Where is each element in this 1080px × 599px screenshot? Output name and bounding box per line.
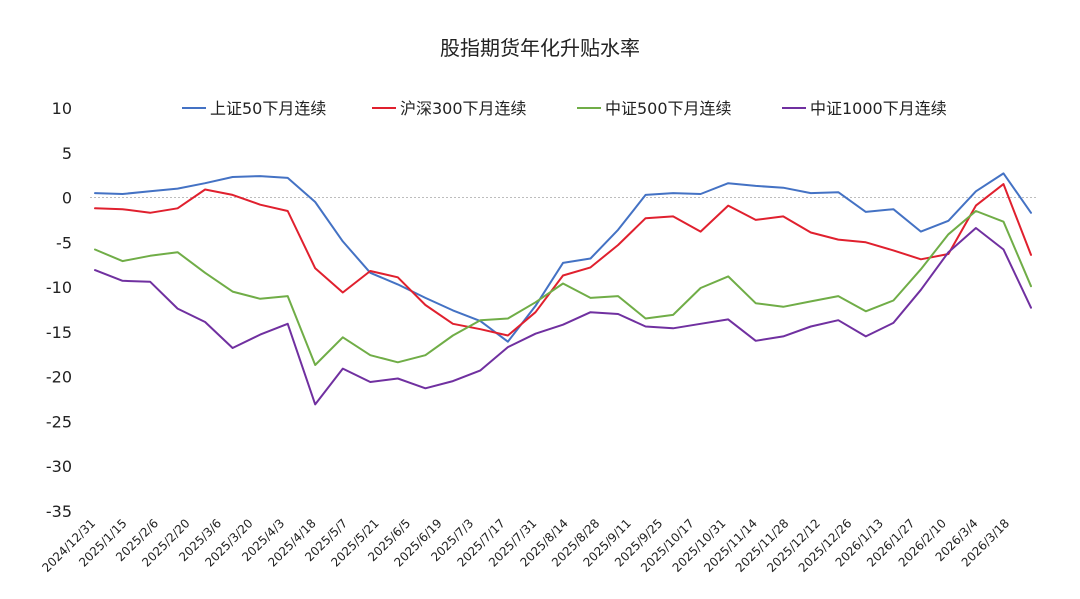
legend-label: 中证1000下月连续 xyxy=(810,99,947,118)
plot-area xyxy=(94,172,1032,406)
chart-title: 股指期货年化升贴水率 xyxy=(440,36,640,60)
y-axis: 10 5 0 -5 -10 -15 -20 -25 -30 -35 xyxy=(46,99,72,521)
y-tick-label: -15 xyxy=(46,323,72,342)
y-tick-label: -35 xyxy=(46,502,72,521)
y-tick-label: -10 xyxy=(46,278,72,297)
y-tick-label: 5 xyxy=(62,144,72,163)
y-tick-label: -30 xyxy=(46,457,72,476)
y-tick-label: 0 xyxy=(62,189,72,208)
series-line-4 xyxy=(94,227,1032,406)
y-tick-label: -20 xyxy=(46,368,72,387)
legend-label: 上证50下月连续 xyxy=(210,99,326,118)
series-line-2 xyxy=(94,183,1032,337)
y-tick-label: 10 xyxy=(52,99,72,118)
y-tick-label: -5 xyxy=(56,233,72,252)
legend-label: 沪深300下月连续 xyxy=(400,99,527,118)
x-axis: 2024/12/312025/1/152025/2/62025/2/202025… xyxy=(39,516,1012,575)
y-tick-label: -25 xyxy=(46,412,72,431)
series-line-3 xyxy=(94,210,1032,366)
legend: 上证50下月连续 沪深300下月连续 中证500下月连续 中证1000下月连续 xyxy=(182,99,947,118)
series-line-1 xyxy=(94,172,1032,343)
legend-label: 中证500下月连续 xyxy=(605,99,732,118)
